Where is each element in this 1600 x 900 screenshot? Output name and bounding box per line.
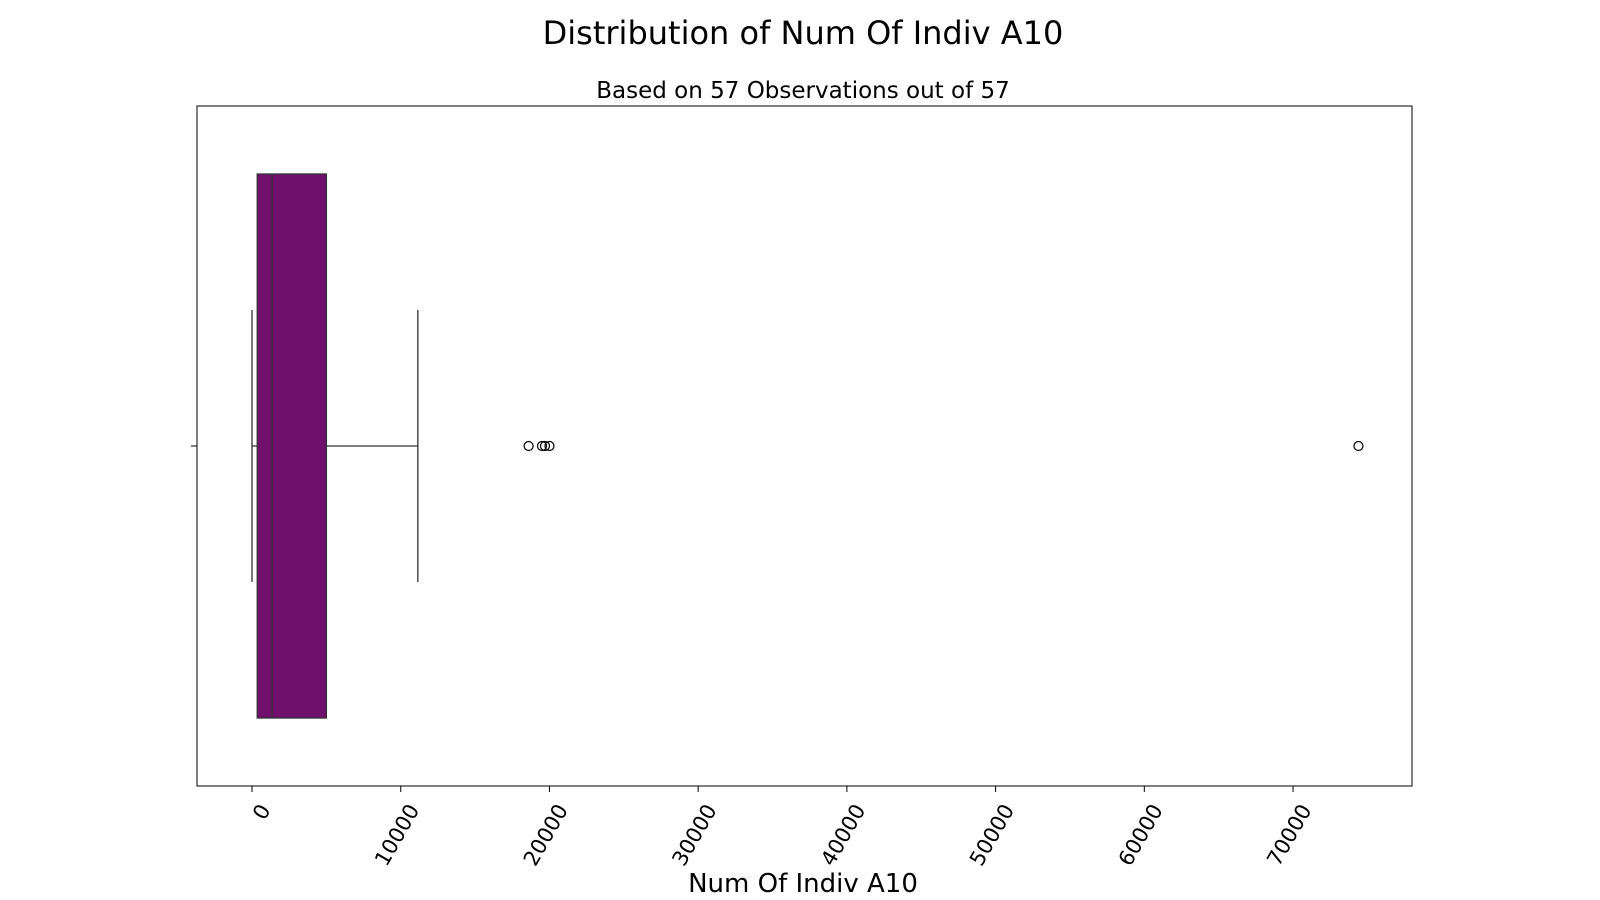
x-tick-label: 70000 [1262, 800, 1316, 870]
chart-title: Distribution of Num Of Indiv A10 [543, 14, 1064, 52]
plot-area [191, 105, 1413, 787]
outlier-point [539, 440, 551, 452]
outlier-point [536, 440, 548, 452]
x-tick-label: 30000 [667, 800, 721, 870]
x-tick-label: 50000 [965, 800, 1019, 870]
outlier-point [1353, 440, 1364, 452]
iqr-box [256, 173, 328, 719]
x-tick-label: 60000 [1114, 800, 1168, 870]
box-plot-marks [251, 173, 1364, 719]
x-tick-label: 20000 [519, 800, 573, 870]
outlier-point [523, 440, 534, 452]
chart-subtitle: Based on 57 Observations out of 57 [596, 78, 1010, 104]
x-tick-label: 0 [248, 800, 275, 824]
x-axis-label: Num Of Indiv A10 [688, 869, 918, 899]
x-tick-label: 10000 [370, 800, 424, 870]
outlier-point [544, 440, 555, 452]
x-tick-label: 40000 [816, 800, 870, 870]
x-axis: 0 10000 20000 30000 40000 50000 60000 70000 [248, 786, 1317, 870]
